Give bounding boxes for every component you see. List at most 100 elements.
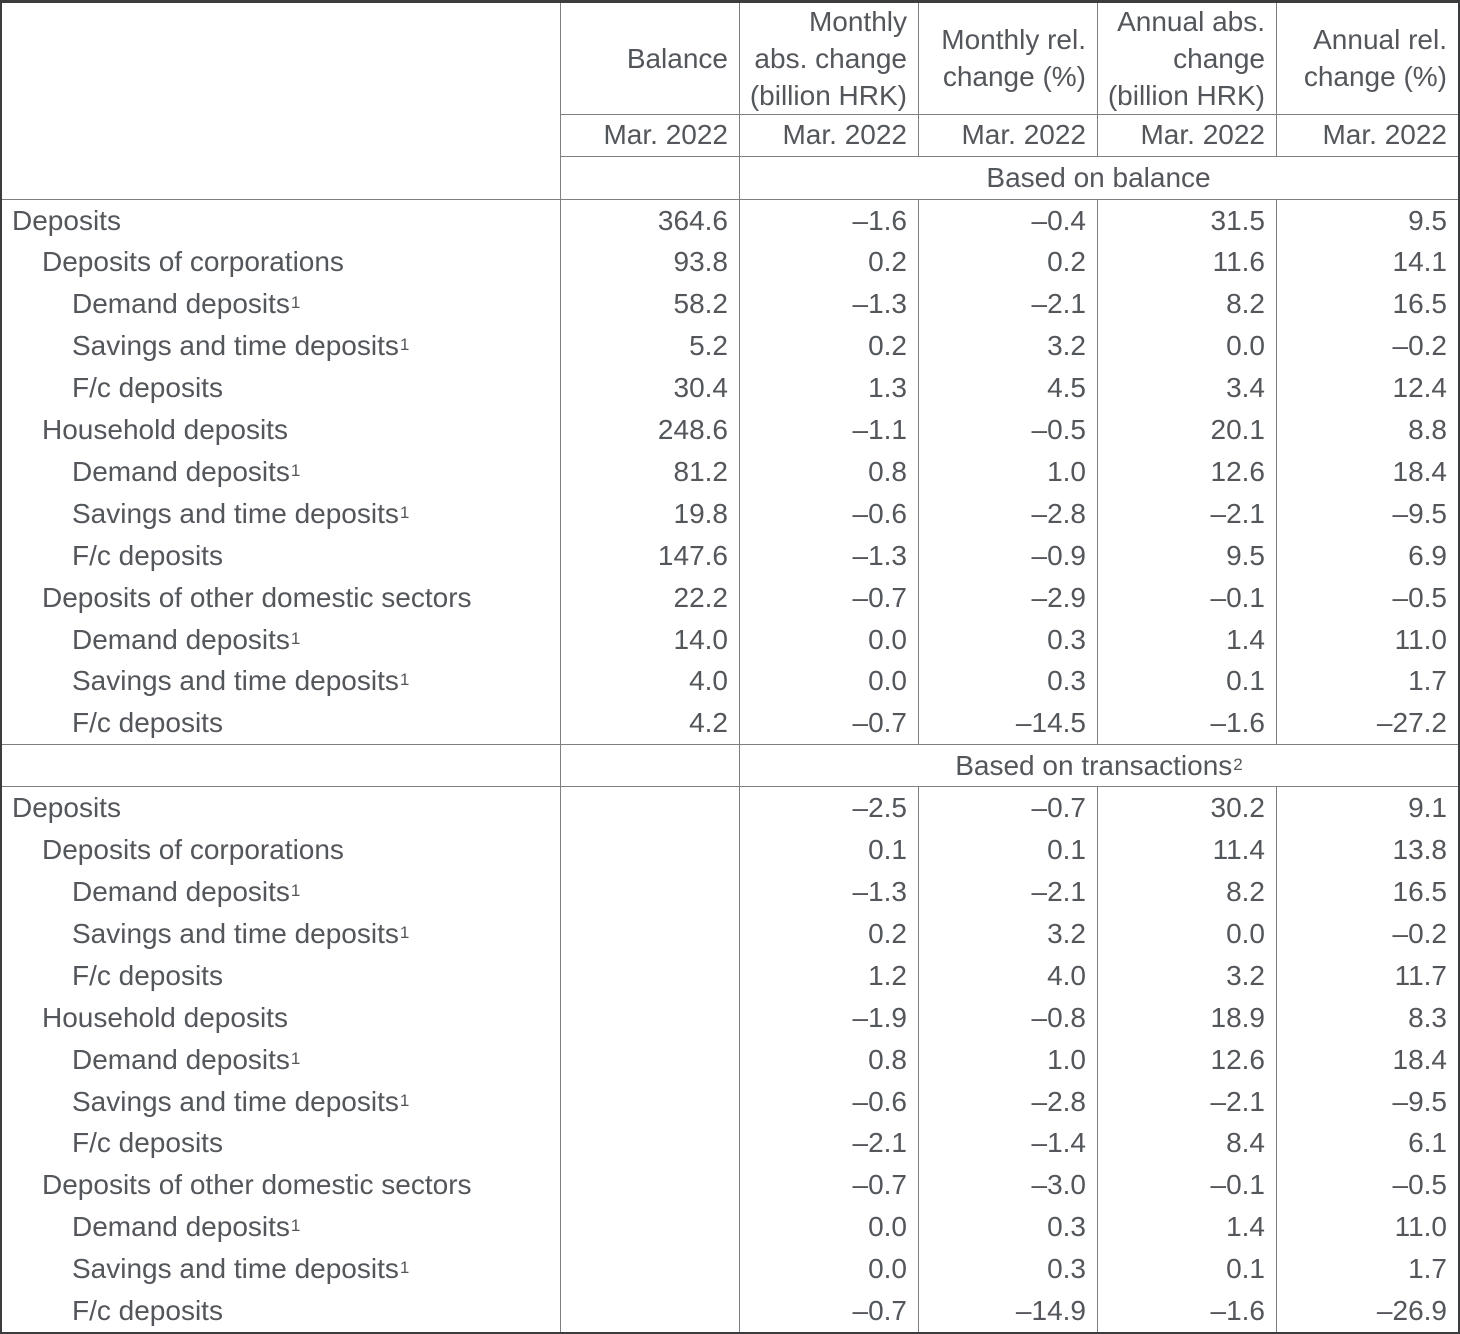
value-cell: 1.7 xyxy=(1276,1248,1458,1291)
period-cell-monthly-rel: Mar. 2022 xyxy=(918,114,1097,157)
value-cell xyxy=(560,1164,739,1207)
table-row: Demand deposits 1 0.0 0.3 1.4 11.0 xyxy=(2,1206,1458,1249)
value-cell: 364.6 xyxy=(560,199,739,242)
value-cell: 0.3 xyxy=(918,1206,1097,1249)
value-cell: 93.8 xyxy=(560,241,739,284)
row-label: F/c deposits xyxy=(72,959,223,991)
value-cell: 31.5 xyxy=(1097,199,1276,242)
table-row: Household deposits 248.6 –1.1 –0.5 20.1 8.8 xyxy=(2,409,1458,451)
value-cell: –14.5 xyxy=(918,702,1097,745)
col-header-balance-label: Balance xyxy=(626,42,728,74)
value-cell: 0.3 xyxy=(918,660,1097,703)
value-cell: –1.6 xyxy=(739,199,918,242)
value-cell: 19.8 xyxy=(560,492,739,535)
value-cell: –1.6 xyxy=(1097,702,1276,745)
value-cell: 3.4 xyxy=(1097,367,1276,410)
value-cell xyxy=(560,912,739,955)
table-row: F/c deposits –2.1 –1.4 8.4 6.1 xyxy=(2,1122,1458,1165)
row-label-cell: Savings and time deposits 1 xyxy=(72,497,410,529)
value-cell: –1.3 xyxy=(739,871,918,913)
value-cell: –0.9 xyxy=(918,534,1097,577)
row-label: F/c deposits xyxy=(72,1295,223,1327)
value-cell: 9.5 xyxy=(1097,534,1276,577)
value-cell: 0.8 xyxy=(739,451,918,493)
table-row: Deposits of other domestic sectors 22.2 –0… xyxy=(2,576,1458,619)
table-row: F/c deposits 30.4 1.3 4.5 3.4 12.4 xyxy=(2,367,1458,410)
value-cell: 1.0 xyxy=(918,1038,1097,1081)
table-row: F/c deposits –0.7 –14.9 –1.6 –26.9 xyxy=(2,1290,1458,1333)
value-cell: 0.0 xyxy=(739,618,918,661)
value-cell: 18.9 xyxy=(1097,996,1276,1039)
row-label: F/c deposits xyxy=(72,707,223,739)
row-label-cell: Savings and time deposits 1 xyxy=(72,330,410,362)
row-label-cell: Demand deposits 1 xyxy=(72,1043,301,1075)
value-cell: 0.0 xyxy=(1097,912,1276,955)
table-row: Savings and time deposits 1 4.0 0.0 0.3 0.1 1.… xyxy=(2,660,1458,703)
value-cell: 0.2 xyxy=(739,912,918,955)
value-cell: –0.1 xyxy=(1097,1164,1276,1207)
value-cell: 0.3 xyxy=(918,618,1097,661)
value-cell xyxy=(560,1080,739,1123)
table-row: Deposits of corporations 0.1 0.1 11.4 13.8 xyxy=(2,829,1458,872)
value-cell: –1.3 xyxy=(739,283,918,326)
value-cell: 16.5 xyxy=(1276,871,1458,913)
row-label: Demand deposits xyxy=(72,623,290,655)
value-cell xyxy=(560,1248,739,1291)
row-label-cell: Household deposits xyxy=(2,409,560,451)
row-label: F/c deposits xyxy=(72,372,223,404)
value-cell: 1.2 xyxy=(739,954,918,997)
value-cell: 0.1 xyxy=(918,829,1097,872)
section-header-row: Based on balance xyxy=(2,156,1458,200)
value-cell: 30.2 xyxy=(1097,787,1276,830)
table-row: Savings and time deposits 1 0.0 0.3 0.1 1.7 xyxy=(2,1248,1458,1291)
value-cell: –2.1 xyxy=(918,871,1097,913)
value-cell xyxy=(560,1122,739,1165)
value-cell: –0.5 xyxy=(1276,1164,1458,1207)
section-header-spacer xyxy=(2,745,560,786)
row-label-cell: F/c deposits xyxy=(2,702,560,744)
value-cell xyxy=(560,1038,739,1081)
col-header-annual-abs-change: Annual abs. change (billion HRK) xyxy=(1097,3,1276,115)
value-cell: –0.7 xyxy=(918,787,1097,830)
row-label-cell: Deposits of corporations xyxy=(2,241,560,283)
table-row: F/c deposits 1.2 4.0 3.2 11.7 xyxy=(2,954,1458,997)
value-cell: 4.2 xyxy=(560,702,739,745)
period-row-spacer xyxy=(2,115,560,157)
value-cell: –3.0 xyxy=(918,1164,1097,1207)
value-cell: 14.0 xyxy=(560,618,739,661)
table-row: Demand deposits 1 58.2 –1.3 –2.1 8.2 16.5 xyxy=(2,283,1458,326)
value-cell: 14.1 xyxy=(1276,241,1458,284)
row-label-cell: Household deposits xyxy=(2,997,560,1039)
row-label: F/c deposits xyxy=(72,1127,223,1159)
table-row: Savings and time deposits 1 5.2 0.2 3.2 0.0 –0… xyxy=(2,325,1458,368)
value-cell: 0.1 xyxy=(1097,1248,1276,1291)
row-label-cell: Savings and time deposits 1 xyxy=(72,665,410,697)
table-row: Deposits 364.6 –1.6 –0.4 31.5 9.5 xyxy=(2,199,1458,242)
row-label-cell: Demand deposits 1 xyxy=(72,1211,301,1243)
value-cell xyxy=(560,829,739,872)
section-title: Based on transactions xyxy=(955,749,1233,781)
value-cell: 11.6 xyxy=(1097,241,1276,284)
row-label-cell: Deposits of other domestic sectors xyxy=(2,577,560,619)
value-cell: 0.0 xyxy=(739,1206,918,1249)
value-cell xyxy=(560,954,739,997)
value-cell: –0.7 xyxy=(739,576,918,619)
value-cell xyxy=(560,1290,739,1333)
value-cell: –9.5 xyxy=(1276,492,1458,535)
table-row: Deposits of other domestic sectors –0.7 –3… xyxy=(2,1164,1458,1207)
value-cell: 30.4 xyxy=(560,367,739,410)
value-cell: –0.5 xyxy=(1276,576,1458,619)
section-header-balance-spacer xyxy=(560,745,739,787)
row-label: Deposits of other domestic sectors xyxy=(42,581,472,613)
row-label: Demand deposits xyxy=(72,455,290,487)
table-row: Demand deposits 1 81.2 0.8 1.0 12.6 18.4 xyxy=(2,451,1458,493)
value-cell: 3.2 xyxy=(1097,954,1276,997)
value-cell: 0.3 xyxy=(918,1248,1097,1291)
value-cell: –2.9 xyxy=(918,576,1097,619)
value-cell: 12.4 xyxy=(1276,367,1458,410)
row-label: Savings and time deposits xyxy=(72,497,399,529)
value-cell: –2.1 xyxy=(1097,492,1276,535)
table-row: Savings and time deposits 1 0.2 3.2 0.0 –0.2 xyxy=(2,912,1458,955)
value-cell: 22.2 xyxy=(560,576,739,619)
